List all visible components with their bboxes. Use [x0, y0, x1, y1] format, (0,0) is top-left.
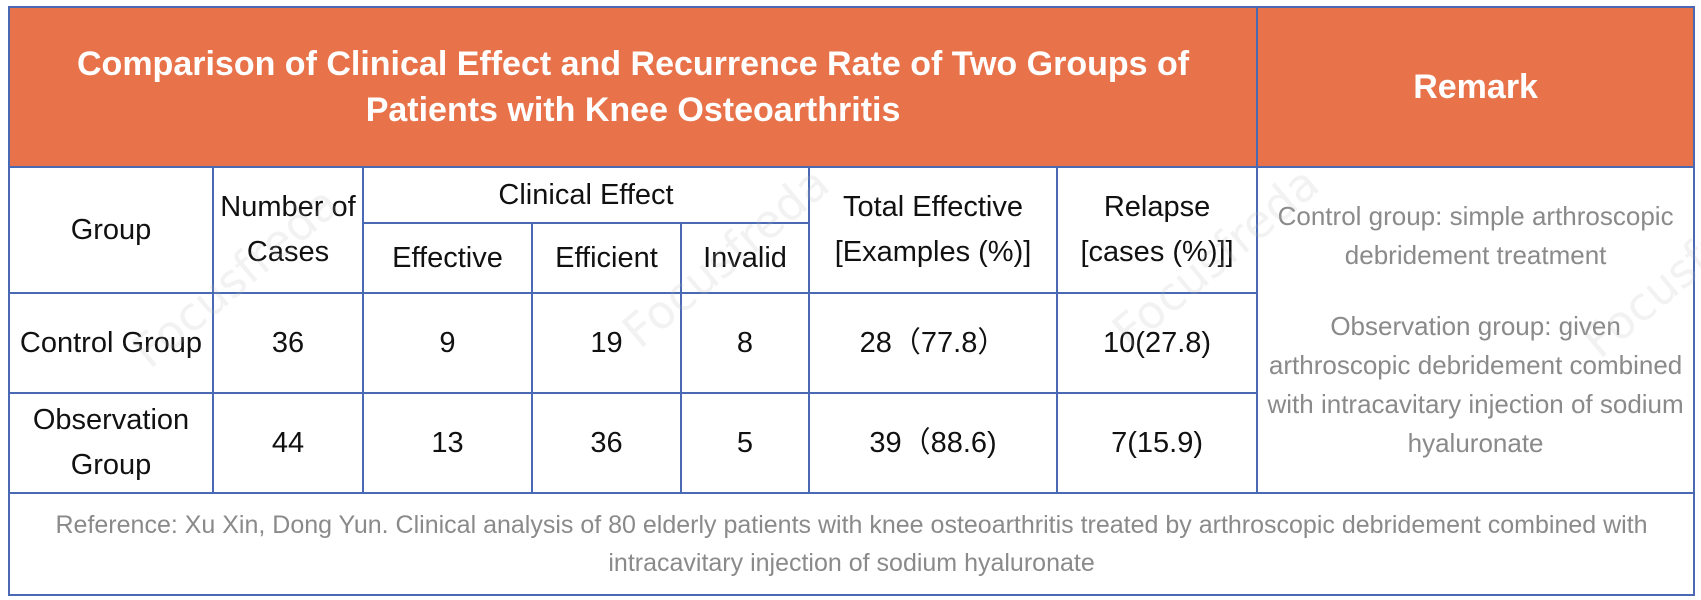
- efficient-cell: 36: [531, 392, 682, 494]
- efficient-cell: 19: [531, 292, 682, 394]
- invalid-cell: 8: [680, 292, 810, 394]
- remark-header: Remark: [1256, 6, 1696, 168]
- total-effective-cell: 28（77.8）: [808, 292, 1058, 394]
- comparison-table: Comparison of Clinical Effect and Recurr…: [7, 6, 1696, 596]
- relapse-cell: 7(15.9): [1055, 392, 1259, 494]
- table-row: Control Group 36 9 19 8 28（77.8） 10(27.8…: [8, 292, 1694, 394]
- group-cell: Control Group: [8, 292, 214, 394]
- relapse-cell: 10(27.8): [1055, 292, 1259, 394]
- invalid-header: Invalid: [680, 222, 810, 294]
- effective-cell: 9: [362, 292, 533, 394]
- group-cell: Observation Group: [8, 392, 214, 494]
- remark-cell: Control group: simple arthroscopic debri…: [1256, 166, 1696, 494]
- comparison-table-container: Comparison of Clinical Effect and Recurr…: [7, 6, 1696, 596]
- relapse-header: Relapse [cases (%)]]: [1055, 166, 1259, 294]
- cases-cell: 36: [212, 292, 364, 394]
- table-title: Comparison of Clinical Effect and Recurr…: [7, 6, 1259, 168]
- total-effective-header: Total Effective [Examples (%)]: [808, 166, 1058, 294]
- clinical-effect-header: Clinical Effect: [362, 166, 810, 224]
- table-row: Observation Group 44 13 36 5 39（88.6) 7(…: [8, 392, 1694, 494]
- efficient-header: Efficient: [531, 222, 682, 294]
- remark-control-group: Control group: simple arthroscopic debri…: [1277, 201, 1674, 270]
- number-of-cases-header: Number of Cases: [212, 166, 364, 294]
- remark-observation-group: Observation group: given arthroscopic de…: [1267, 311, 1684, 458]
- group-header: Group: [8, 166, 214, 294]
- effective-cell: 13: [362, 392, 533, 494]
- effective-header: Effective: [362, 222, 533, 294]
- reference-note: Reference: Xu Xin, Dong Yun. Clinical an…: [7, 492, 1696, 596]
- cases-cell: 44: [212, 392, 364, 494]
- total-effective-cell: 39（88.6): [808, 392, 1058, 494]
- invalid-cell: 5: [680, 392, 810, 494]
